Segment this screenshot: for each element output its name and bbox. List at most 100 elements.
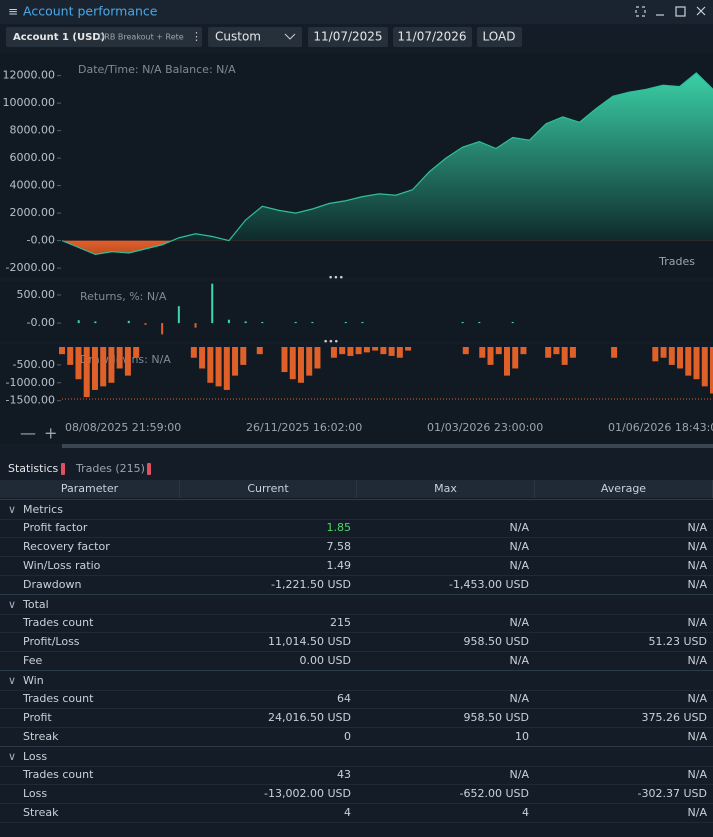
y-tick-label: 6000.00 bbox=[10, 151, 56, 164]
bar bbox=[124, 347, 131, 376]
group-name: Metrics bbox=[23, 503, 63, 516]
load-button[interactable] bbox=[477, 27, 522, 47]
cell: 7.58 bbox=[326, 540, 352, 553]
tab[interactable]: Statistics bbox=[8, 462, 59, 475]
splitter[interactable]: ••• bbox=[328, 274, 344, 284]
bar bbox=[479, 347, 486, 358]
to-date[interactable] bbox=[393, 27, 472, 47]
from-date[interactable] bbox=[308, 27, 388, 47]
table-row: Drawdown -1,221.50 USD -1,453.00 USD N/A bbox=[0, 575, 713, 595]
bar bbox=[177, 306, 180, 324]
bar bbox=[363, 347, 370, 353]
bar bbox=[569, 347, 576, 358]
table-row: Trades count 64 N/A N/A bbox=[0, 689, 713, 709]
tab[interactable]: Trades (215) bbox=[75, 462, 145, 475]
cell: -302.37 USD bbox=[637, 787, 707, 800]
menu-icon[interactable]: ≡ bbox=[8, 5, 18, 19]
table-row: Streak 0 10 N/A bbox=[0, 727, 713, 747]
cell: N/A bbox=[509, 616, 529, 629]
bar bbox=[355, 347, 362, 355]
y-tick-label: -1000.00 bbox=[6, 376, 55, 389]
range-select[interactable] bbox=[208, 27, 302, 47]
cell: Profit factor bbox=[23, 521, 88, 534]
dropdown-arrow bbox=[284, 33, 296, 40]
bar bbox=[512, 347, 519, 369]
bar bbox=[256, 347, 263, 355]
bar bbox=[127, 320, 130, 324]
bar bbox=[652, 347, 659, 362]
bar bbox=[668, 347, 675, 365]
balance-line bbox=[61, 72, 713, 255]
bar bbox=[478, 321, 481, 324]
window-controls[interactable] bbox=[635, 6, 706, 17]
y-tick-label: 10000.00 bbox=[3, 96, 56, 109]
group-row: ∨ Loss bbox=[0, 746, 713, 767]
cell: N/A bbox=[687, 559, 707, 572]
bar bbox=[380, 347, 387, 355]
cell: N/A bbox=[509, 654, 529, 667]
cell: 1.85 bbox=[326, 521, 352, 534]
group-name: Win bbox=[23, 674, 44, 687]
cell: 64 bbox=[337, 692, 351, 705]
zoom-in[interactable]: + bbox=[44, 424, 57, 443]
group-name: Loss bbox=[23, 750, 48, 763]
table-row: Profit 24,016.50 USD 958.50 USD 375.26 USD bbox=[0, 708, 713, 728]
cell: 215 bbox=[330, 616, 351, 629]
bar bbox=[75, 347, 82, 380]
y-tick-label: 8000.00 bbox=[10, 124, 56, 137]
cell: N/A bbox=[687, 616, 707, 629]
column-header: Average bbox=[535, 480, 713, 498]
cell: 10 bbox=[515, 730, 529, 743]
cell: N/A bbox=[509, 768, 529, 781]
cell: -1,453.00 USD bbox=[449, 578, 529, 591]
account-select[interactable] bbox=[6, 27, 202, 47]
column-header: Max bbox=[357, 480, 535, 498]
bar bbox=[294, 321, 297, 324]
bar bbox=[311, 321, 314, 324]
bar bbox=[495, 347, 502, 355]
bar bbox=[553, 347, 560, 355]
cell: 43 bbox=[337, 768, 351, 781]
splitter[interactable]: ••• bbox=[323, 338, 339, 348]
bar bbox=[77, 320, 80, 324]
table-row: Fee 0.00 USD N/A N/A bbox=[0, 651, 713, 671]
chevron: ∨ bbox=[8, 750, 17, 763]
bar bbox=[685, 347, 692, 376]
cell: 51.23 USD bbox=[648, 635, 708, 648]
cell: Streak bbox=[23, 806, 59, 819]
bar bbox=[545, 347, 552, 358]
returns-panel bbox=[0, 281, 713, 341]
window-title: Account performance bbox=[23, 4, 158, 19]
bar bbox=[314, 347, 321, 369]
bar bbox=[289, 347, 296, 380]
y-tick-label: 500.00 bbox=[17, 288, 56, 301]
more-icon[interactable]: ⋮ bbox=[191, 30, 202, 43]
bar bbox=[561, 347, 568, 365]
bar bbox=[190, 347, 197, 358]
bar bbox=[461, 321, 464, 324]
bar bbox=[520, 347, 527, 355]
table-row: Recovery factor 7.58 N/A N/A bbox=[0, 537, 713, 557]
table-row: Trades count 215 N/A N/A bbox=[0, 613, 713, 633]
cell: 958.50 USD bbox=[463, 635, 530, 648]
table-header: Parameter Current Max Average bbox=[0, 480, 713, 498]
bar bbox=[339, 347, 346, 355]
zoom-out[interactable]: — bbox=[20, 424, 36, 443]
y-tick-label: 2000.00 bbox=[10, 206, 56, 219]
chevron: ∨ bbox=[8, 674, 17, 687]
cell: 11,014.50 USD bbox=[268, 635, 351, 648]
strategy: ORB Breakout + Rete bbox=[98, 33, 184, 42]
x-tick-label: 08/08/2025 21:59:00 bbox=[65, 421, 181, 434]
trades-label: Trades bbox=[658, 255, 695, 268]
bar bbox=[388, 347, 395, 356]
cell: N/A bbox=[687, 521, 707, 534]
column-header: Current bbox=[180, 480, 357, 498]
title-bar bbox=[0, 0, 713, 24]
bar bbox=[511, 321, 514, 324]
bar bbox=[693, 347, 700, 380]
bar bbox=[144, 323, 147, 325]
scrollbar[interactable] bbox=[62, 444, 713, 448]
bar bbox=[227, 319, 230, 324]
cell: Loss bbox=[23, 787, 48, 800]
tab-marker bbox=[147, 463, 151, 475]
